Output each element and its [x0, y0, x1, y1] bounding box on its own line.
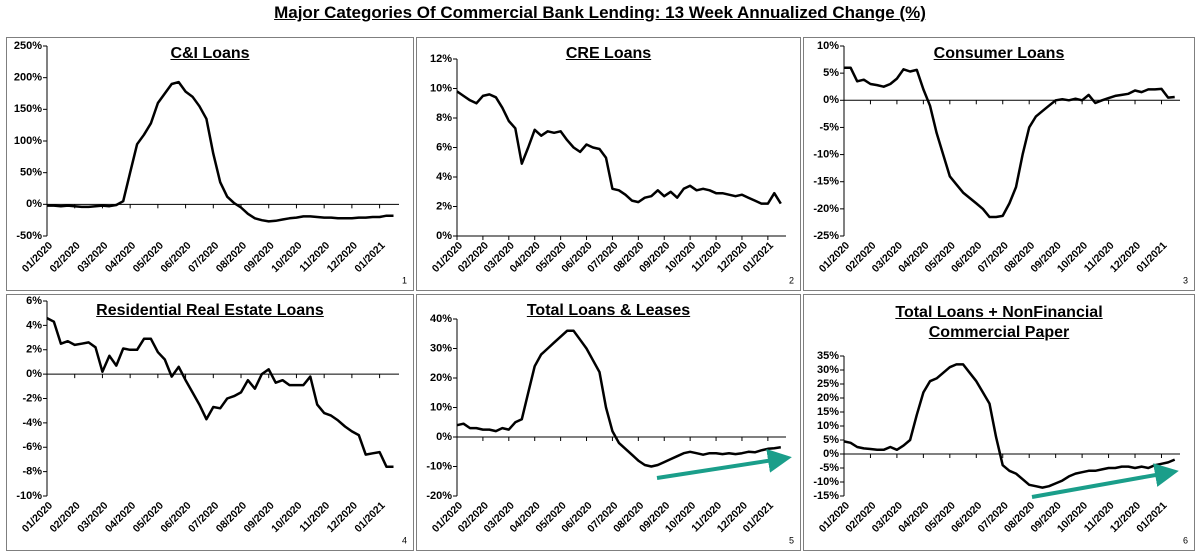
y-tick-label: 5% — [823, 434, 839, 446]
y-tick-label: 8% — [436, 112, 452, 124]
x-tick-label: 10/2020 — [269, 499, 304, 534]
y-tick-label: 30% — [430, 342, 452, 354]
y-tick-label: 4% — [26, 319, 42, 331]
y-tick-label: 10% — [430, 401, 452, 413]
y-tick-label: -10% — [813, 148, 839, 160]
y-tick-label: 2% — [26, 344, 42, 356]
line-series — [47, 80, 394, 223]
x-tick-label: 10/2020 — [269, 239, 304, 274]
y-tick-label: 10% — [817, 420, 839, 432]
y-tick-label: -15% — [813, 490, 839, 502]
panel-number: 4 — [402, 535, 407, 545]
y-tick-label: 4% — [436, 171, 452, 183]
y-tick-label: 50% — [20, 167, 42, 179]
chart-title: Consumer Loans — [933, 45, 1065, 62]
y-tick-label: 35% — [817, 350, 839, 362]
panel-number: 5 — [789, 535, 794, 545]
chart: -25%-20%-15%-10%-5%0%5%10%01/202002/2020… — [813, 40, 1188, 285]
y-tick-label: 20% — [817, 392, 839, 404]
chart-panel: -20% -10% 0% 10% 20% 30% 40% 01/2020 02/2020 03/2… — [416, 294, 801, 551]
line-series — [456, 329, 781, 468]
y-tick-label: -6% — [22, 441, 42, 453]
y-tick-label: -8% — [22, 466, 42, 478]
y-tick-label: 250% — [14, 40, 42, 52]
y-tick-label: 20% — [430, 372, 452, 384]
y-tick-label: 0% — [823, 448, 839, 460]
chart: -15%-10%-5%0%5%10%15%20%25%30%35%01/2020… — [813, 350, 1188, 545]
y-tick-label: -20% — [813, 203, 839, 215]
y-tick-label: -10% — [813, 476, 839, 488]
y-tick-label: -5% — [819, 462, 839, 474]
y-tick-label: 10% — [430, 82, 452, 94]
y-tick-label: 2% — [436, 200, 452, 212]
y-tick-label: -10% — [426, 460, 452, 472]
chart-title: Total Loans & Leases — [526, 302, 691, 319]
y-tick-label: -25% — [813, 230, 839, 242]
line-series — [844, 66, 1175, 219]
y-tick-label: 0% — [26, 368, 42, 380]
chart-title: C&I Loans — [170, 45, 250, 62]
y-tick-label: 0% — [823, 94, 839, 106]
chart: -20%-10%0%10%20%30%40%01/202002/202003/2… — [426, 313, 794, 545]
line-series — [46, 316, 394, 469]
y-tick-label: 150% — [14, 103, 42, 115]
y-tick-label: 0% — [436, 431, 452, 443]
y-tick-label: 40% — [430, 313, 452, 325]
chart-panel: -25% -20% -15% -10% -5% 0% 5% 10% 01/2020 02/2020… — [803, 37, 1195, 291]
panel-number: 2 — [789, 275, 794, 285]
y-tick-label: -4% — [22, 417, 42, 429]
y-tick-label: 10% — [817, 40, 839, 52]
y-tick-label: -15% — [813, 176, 839, 188]
line-series — [843, 363, 1176, 489]
chart-panel: -10% -8% -6% -4% -2% 0% 2% 4% 6% 01/2020 02/2020 03… — [6, 294, 414, 551]
panel-number: 6 — [1183, 535, 1188, 545]
y-tick-label: -20% — [426, 490, 452, 502]
y-tick-label: 15% — [817, 406, 839, 418]
y-tick-label: 200% — [14, 72, 42, 84]
y-tick-label: 0% — [26, 198, 42, 210]
chart-title: Total Loans + NonFinancial Commercial Pa… — [895, 304, 1103, 341]
chart-panel: 0% 2% 4% 6% 8% 10% 12% 01/2020 02/2020 03/2020 04/… — [416, 37, 801, 291]
y-tick-label: 12% — [430, 53, 452, 65]
y-tick-label: 6% — [26, 295, 42, 307]
y-tick-label: 100% — [14, 135, 42, 147]
chart-panel: -50% 0% 50% 100% 150% 200% 250% 01/2020 02/2020 0… — [6, 37, 414, 291]
page-title: Major Categories Of Commercial Bank Lend… — [274, 3, 926, 22]
y-tick-label: 5% — [823, 67, 839, 79]
y-tick-label: -5% — [819, 121, 839, 133]
y-tick-label: -10% — [16, 490, 42, 502]
y-tick-label: 30% — [817, 364, 839, 376]
panel-number: 3 — [1183, 275, 1188, 285]
line-series — [456, 90, 782, 205]
chart: 0%2%4%6%8%10%12%01/202002/202003/202004/… — [430, 53, 794, 285]
panel-number: 1 — [402, 275, 407, 285]
y-tick-label: 25% — [817, 378, 839, 390]
x-tick-label: 01/2021 — [352, 499, 387, 534]
chart: -50%0%50%100%150%200%250%01/202002/20200… — [14, 40, 407, 285]
y-tick-label: 0% — [436, 230, 452, 242]
chart-panel: -15% -10% -5% 0% 5% 10% 15% 20% 25% 30% 35% 01/2020… — [803, 294, 1195, 551]
chart: -10%-8%-6%-4%-2%0%2%4%6%01/202002/202003… — [16, 295, 407, 545]
y-tick-label: 6% — [436, 141, 452, 153]
y-tick-label: -50% — [16, 230, 42, 242]
x-tick-label: 01/2021 — [352, 239, 387, 274]
chart-title: Residential Real Estate Loans — [96, 302, 324, 319]
chart-title: CRE Loans — [565, 45, 652, 62]
y-tick-label: -2% — [22, 392, 42, 404]
